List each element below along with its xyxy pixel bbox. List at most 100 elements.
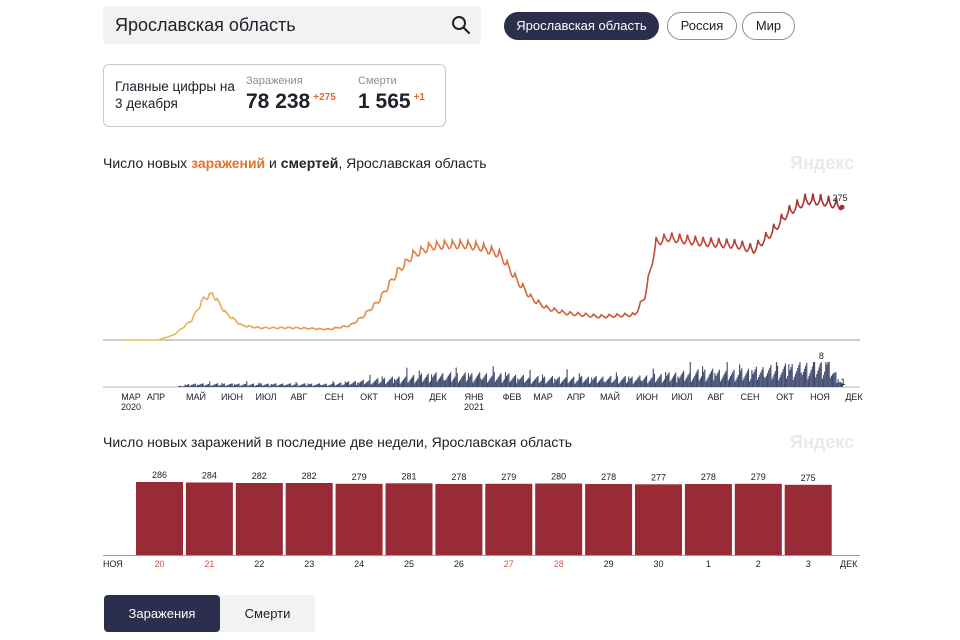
deaths-bar [382, 379, 384, 387]
deaths-bar [653, 373, 656, 387]
deaths-bar [238, 383, 240, 387]
title-part: и [265, 155, 281, 171]
deaths-bar [233, 384, 236, 387]
bar-value-label: 278 [451, 472, 466, 482]
deaths-bar [537, 375, 539, 387]
deaths-series [177, 362, 844, 388]
deaths-bar [259, 383, 261, 387]
deaths-bar [260, 383, 262, 387]
search-input[interactable]: Ярославская область [115, 15, 296, 35]
deaths-bar [457, 382, 460, 387]
deaths-bar [830, 375, 832, 387]
deaths-bar [251, 384, 253, 387]
deaths-bar [380, 381, 382, 387]
deaths-bar [324, 384, 326, 387]
deaths-bar [180, 385, 182, 387]
deaths-bar [718, 369, 720, 387]
search-icon[interactable] [451, 15, 471, 35]
deaths-bar [530, 383, 532, 387]
deaths-bar [459, 380, 461, 387]
deaths-bar [786, 378, 788, 387]
deaths-bar [489, 379, 491, 387]
deaths-bar [480, 378, 482, 387]
deaths-bar [246, 381, 248, 387]
deaths-bar [416, 380, 418, 387]
deaths-bar [270, 383, 272, 387]
deaths-bar [706, 379, 708, 387]
deaths-bar [612, 381, 614, 387]
deaths-bar [765, 375, 767, 387]
x-tick-label: МАЙ [186, 391, 206, 402]
bar-value-label: 286 [152, 470, 167, 480]
deaths-bar [289, 383, 292, 387]
x-tick-label: ДЕК [429, 392, 447, 402]
tab-world[interactable]: Мир [742, 12, 795, 40]
deaths-bar [651, 377, 653, 387]
deaths-bar [224, 385, 227, 387]
deaths-bar [761, 369, 763, 387]
deaths-bar [733, 369, 735, 387]
deaths-bar [659, 375, 661, 387]
tab-deaths[interactable]: Смерти [244, 606, 291, 621]
deaths-bar [558, 376, 560, 387]
deaths-bar [694, 375, 696, 387]
deaths-bar [363, 384, 365, 387]
deaths-bar [751, 370, 753, 387]
deaths-bar [301, 384, 303, 387]
deaths-bar [248, 385, 250, 387]
deaths-bar [196, 384, 199, 387]
deaths-bar [329, 385, 331, 387]
deaths-bar [366, 382, 368, 387]
deaths-bar [814, 362, 816, 387]
tab-yaroslavl-region[interactable]: Ярославская область [504, 12, 659, 40]
bar-value-label: 279 [501, 472, 516, 482]
x-tick-label: АВГ [291, 392, 308, 402]
search-box[interactable]: Ярославская область [103, 6, 481, 44]
deaths-bar [288, 383, 290, 387]
deaths-bar [426, 375, 428, 387]
deaths-label: Смерти [358, 75, 397, 87]
deaths-bar [833, 373, 835, 387]
deaths-bar [417, 378, 419, 387]
deaths-bar [604, 382, 606, 387]
bar-category-label: 25 [404, 559, 414, 569]
deaths-bar [258, 382, 260, 387]
x-tick-label: ЯНВ [464, 392, 483, 402]
deaths-bar [571, 379, 573, 387]
x-tick-label: ДЕК [845, 392, 863, 402]
deaths-bar [559, 383, 561, 387]
deaths-bar [526, 380, 528, 387]
bar-category-label: 26 [454, 559, 464, 569]
deaths-bar [630, 377, 632, 387]
deaths-bar [436, 381, 438, 387]
deaths-bar [392, 383, 395, 387]
infections-value: 78 238 +275 [246, 90, 336, 113]
x-tick-year: 2021 [464, 402, 484, 412]
deaths-bar [264, 384, 266, 387]
deaths-bar [493, 372, 495, 387]
deaths-bar [749, 381, 751, 387]
deaths-bar [665, 372, 667, 387]
deaths-bar [431, 374, 433, 387]
deaths-bar [282, 383, 284, 387]
deaths-bar [742, 380, 744, 387]
deaths-bar [721, 379, 723, 387]
tab-russia[interactable]: Россия [667, 12, 737, 40]
deaths-bar [340, 382, 342, 387]
infections-label: Заражения [246, 75, 303, 87]
deaths-bar [304, 383, 306, 387]
deaths-bar [643, 378, 645, 387]
deaths-bar [708, 375, 710, 387]
tab-infections[interactable]: Заражения [104, 595, 220, 632]
deaths-bar [237, 384, 239, 387]
deaths-bar [247, 385, 249, 387]
deaths-bar [730, 376, 732, 387]
deaths-bar [603, 381, 605, 388]
deaths-bar [287, 384, 289, 387]
deaths-bar [241, 385, 243, 387]
deaths-bar [750, 378, 752, 387]
deaths-bar [315, 384, 317, 387]
bar-value-label: 284 [202, 471, 217, 481]
deaths-bar [702, 366, 704, 387]
deaths-bar [212, 385, 214, 387]
